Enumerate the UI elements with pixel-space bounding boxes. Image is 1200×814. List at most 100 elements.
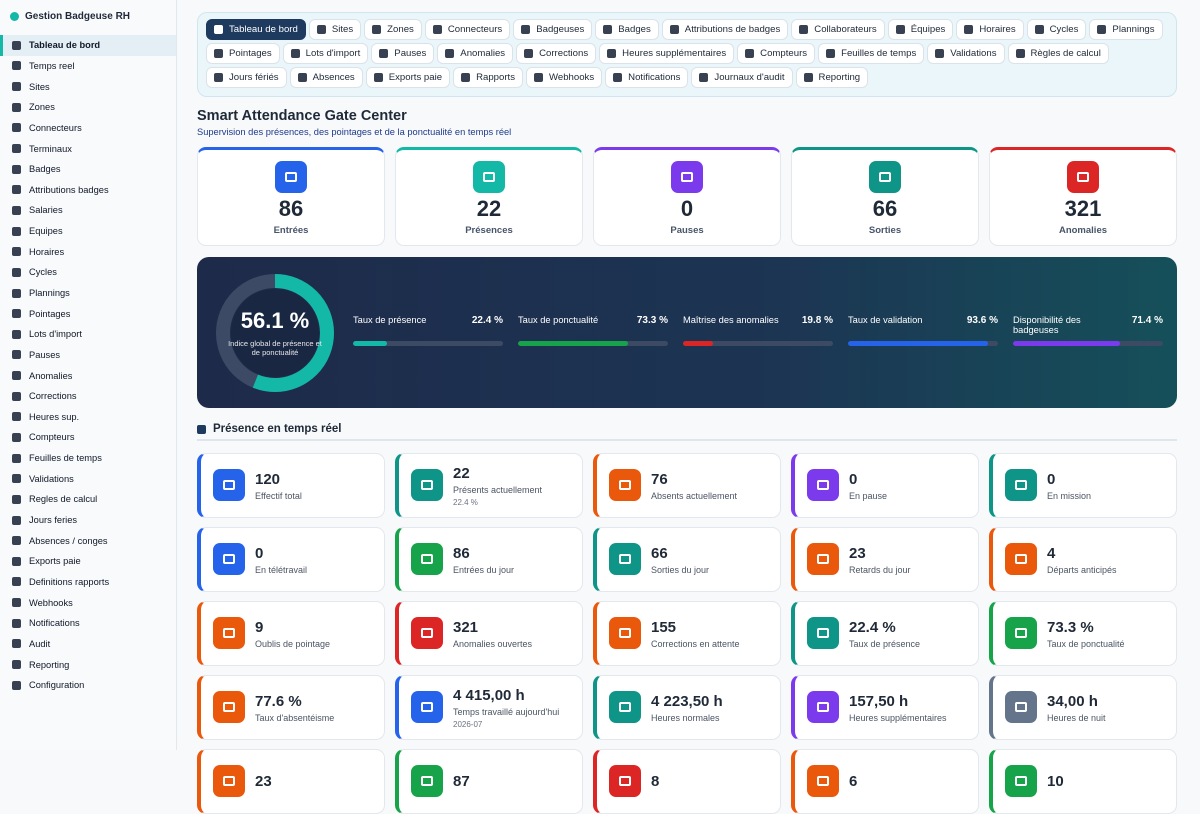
tab-label: Validations <box>950 48 997 59</box>
kpi-card: 321 Anomalies <box>989 147 1177 246</box>
tab[interactable]: Zones <box>364 19 422 40</box>
tab[interactable]: Cycles <box>1026 19 1087 40</box>
stat-value: 0 <box>1047 470 1056 488</box>
stat-icon <box>411 468 443 501</box>
stat-text: 155 Corrections en attente <box>651 619 740 649</box>
icon <box>12 556 21 566</box>
sidebar-item[interactable]: Anomalies <box>0 365 176 386</box>
icon <box>12 432 21 442</box>
sidebar-item[interactable]: Tableau de bord <box>0 35 176 56</box>
tab[interactable]: Journaux d'audit <box>691 67 793 88</box>
icon <box>12 288 21 298</box>
icon <box>1034 25 1044 34</box>
sidebar-item[interactable]: Pointages <box>0 303 176 324</box>
stat-label: En télétravail <box>255 564 308 575</box>
sidebar-item[interactable]: Feuilles de temps <box>0 448 176 469</box>
stat-icon <box>807 468 839 501</box>
icon <box>12 123 21 133</box>
tab-label: Équipes <box>910 24 946 35</box>
sidebar-item[interactable]: Validations <box>0 468 176 489</box>
tab[interactable]: Compteurs <box>737 43 816 64</box>
sidebar-item[interactable]: Audit <box>0 634 176 655</box>
sidebar-item[interactable]: Badges <box>0 159 176 180</box>
tab[interactable]: Badges <box>595 19 659 40</box>
tab[interactable]: Horaires <box>956 19 1024 40</box>
tab[interactable]: Attributions de badges <box>661 19 789 40</box>
rate: Maîtrise des anomalies 19.8 % <box>683 315 833 346</box>
sidebar-item[interactable]: Salaries <box>0 200 176 221</box>
tab[interactable]: Équipes <box>887 19 954 40</box>
sidebar-item[interactable]: Equipes <box>0 221 176 242</box>
sidebar-item[interactable]: Notifications <box>0 613 176 634</box>
icon <box>12 40 21 50</box>
tab[interactable]: Tableau de bord <box>206 19 306 40</box>
tab[interactable]: Corrections <box>516 43 597 64</box>
sidebar-item[interactable]: Terminaux <box>0 138 176 159</box>
tab[interactable]: Rapports <box>453 67 523 88</box>
stat-card: 0 En mission <box>989 453 1177 518</box>
sidebar-item[interactable]: Exports paie <box>0 551 176 572</box>
icon <box>12 205 21 215</box>
sidebar-item-label: Audit <box>29 638 51 649</box>
sidebar-item[interactable]: Heures sup. <box>0 407 176 428</box>
kpi-card: 0 Pauses <box>593 147 781 246</box>
tab[interactable]: Connecteurs <box>424 19 511 40</box>
kpi-card: 22 Présences <box>395 147 583 246</box>
sidebar-item[interactable]: Definitions rapports <box>0 572 176 593</box>
sidebar-item-label: Reporting <box>29 659 70 670</box>
tab[interactable]: Lots d'import <box>282 43 369 64</box>
sidebar-item[interactable]: Plannings <box>0 283 176 304</box>
stat-card: 9 Oublis de pointage <box>197 601 385 666</box>
page-title: Smart Attendance Gate Center <box>197 108 407 124</box>
sidebar-item[interactable]: Lots d'import <box>0 324 176 345</box>
tab[interactable]: Collaborateurs <box>791 19 885 40</box>
icon <box>799 25 809 34</box>
sidebar-item[interactable]: Absences / conges <box>0 530 176 551</box>
tab[interactable]: Webhooks <box>526 67 603 88</box>
sidebar-item[interactable]: Jours feries <box>0 510 176 531</box>
tab[interactable]: Feuilles de temps <box>818 43 925 64</box>
tab[interactable]: Reporting <box>795 67 869 88</box>
sidebar-item[interactable]: Webhooks <box>0 592 176 613</box>
tab[interactable]: Validations <box>927 43 1005 64</box>
sidebar-header: Gestion Badgeuse RH <box>10 11 130 22</box>
stat-label: Corrections en attente <box>651 638 740 649</box>
tab[interactable]: Exports paie <box>365 67 451 88</box>
sidebar-item[interactable]: Compteurs <box>0 427 176 448</box>
tab[interactable]: Badgeuses <box>513 19 593 40</box>
stat-card: 120 Effectif total <box>197 453 385 518</box>
sidebar-item[interactable]: Cycles <box>0 262 176 283</box>
sidebar-item-label: Temps reel <box>29 60 75 71</box>
sidebar-item[interactable]: Configuration <box>0 675 176 696</box>
sidebar-item[interactable]: Corrections <box>0 386 176 407</box>
tab[interactable]: Plannings <box>1089 19 1163 40</box>
stat-card: 4 223,50 h Heures normales <box>593 675 781 740</box>
tab[interactable]: Règles de calcul <box>1007 43 1109 64</box>
tab-label: Sites <box>331 24 354 35</box>
rate-header: Disponibilité des badgeuses 71.4 % <box>1013 315 1163 341</box>
sidebar-item[interactable]: Sites <box>0 76 176 97</box>
sidebar-item[interactable]: Regles de calcul <box>0 489 176 510</box>
tab-label: Zones <box>387 24 414 35</box>
stat-label: Taux de ponctualité <box>1047 638 1125 649</box>
sidebar-item[interactable]: Connecteurs <box>0 118 176 139</box>
sidebar-item[interactable]: Pauses <box>0 345 176 366</box>
tab[interactable]: Jours fériés <box>206 67 287 88</box>
tab[interactable]: Pauses <box>371 43 435 64</box>
icon-glyph <box>817 701 829 712</box>
sidebar-item[interactable]: Temps reel <box>0 56 176 77</box>
stat-value: 87 <box>453 773 470 790</box>
sidebar-item[interactable]: Attributions badges <box>0 179 176 200</box>
sidebar-item-label: Heures sup. <box>29 411 80 422</box>
tab[interactable]: Absences <box>289 67 363 88</box>
tab[interactable]: Sites <box>308 19 362 40</box>
stat-card: 87 <box>395 749 583 814</box>
sidebar-item[interactable]: Reporting <box>0 654 176 675</box>
sidebar-item-label: Feuilles de temps <box>29 453 102 464</box>
sidebar-item[interactable]: Zones <box>0 97 176 118</box>
tab[interactable]: Pointages <box>206 43 280 64</box>
tab[interactable]: Anomalies <box>437 43 514 64</box>
sidebar-item[interactable]: Horaires <box>0 241 176 262</box>
tab[interactable]: Heures supplémentaires <box>599 43 735 64</box>
tab[interactable]: Notifications <box>605 67 689 88</box>
